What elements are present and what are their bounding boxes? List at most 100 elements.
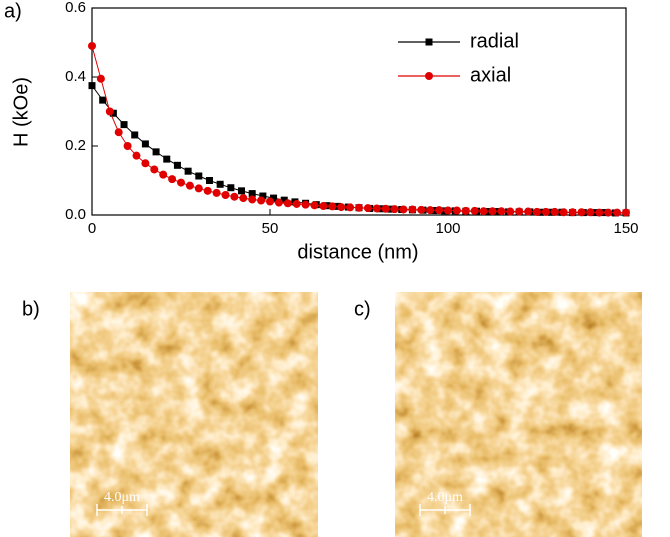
data-point	[337, 203, 346, 212]
x-tick-label: 50	[262, 220, 279, 237]
data-point	[184, 167, 192, 175]
data-point	[239, 194, 248, 203]
y-axis-label: H (kOe)	[10, 77, 32, 147]
panel-label: c)	[354, 298, 371, 320]
data-point	[506, 207, 515, 216]
data-point	[168, 175, 177, 184]
data-point	[363, 204, 372, 213]
data-point	[613, 208, 622, 217]
data-point	[577, 208, 586, 217]
data-point	[227, 184, 235, 192]
data-point	[381, 204, 390, 213]
data-point	[604, 208, 613, 217]
data-point	[177, 178, 185, 187]
data-point	[88, 41, 96, 50]
data-point	[159, 170, 168, 179]
x-tick-label: 150	[613, 220, 638, 237]
afm-image	[70, 292, 318, 537]
y-tick-label: 0.6	[65, 0, 86, 16]
data-point	[586, 208, 595, 217]
data-point	[221, 190, 230, 199]
data-point	[88, 82, 96, 90]
afm-image	[395, 292, 642, 537]
plot-frame	[91, 7, 627, 216]
legend-label: axial	[470, 64, 511, 86]
data-point	[355, 203, 363, 212]
data-point	[541, 207, 550, 216]
y-tick-label: 0.2	[65, 137, 86, 154]
data-point	[346, 203, 355, 212]
data-point	[141, 159, 150, 168]
data-point	[310, 201, 319, 210]
data-point	[114, 128, 123, 137]
data-point	[259, 192, 267, 200]
data-point	[479, 207, 488, 216]
series-line	[91, 85, 626, 214]
data-point	[319, 202, 328, 211]
data-point	[270, 194, 278, 202]
data-point	[595, 208, 604, 217]
data-point	[205, 177, 213, 184]
scale-bar-label: 4.0μm	[104, 490, 140, 505]
data-point	[173, 161, 181, 169]
x-tick-label: 100	[435, 220, 460, 237]
data-point	[150, 165, 159, 174]
data-point	[185, 181, 194, 190]
data-point	[524, 207, 533, 216]
data-point	[216, 180, 224, 188]
data-point	[257, 196, 266, 205]
data-point	[452, 206, 461, 215]
data-point	[408, 205, 417, 214]
data-point	[470, 206, 479, 215]
data-point	[497, 207, 506, 216]
data-point	[461, 206, 470, 215]
data-point	[280, 196, 288, 204]
y-tick-label: 0.4	[65, 68, 86, 85]
scale-bar	[419, 504, 471, 516]
data-point	[123, 142, 132, 150]
data-point	[435, 206, 444, 215]
data-point	[194, 184, 203, 193]
legend-marker	[425, 38, 433, 46]
data-point	[301, 200, 310, 209]
legend-label: radial	[470, 30, 519, 52]
scale-bar	[96, 504, 148, 516]
data-point	[515, 207, 524, 216]
data-point	[248, 195, 257, 204]
data-point	[203, 186, 212, 195]
data-point	[132, 151, 141, 160]
data-point	[283, 199, 292, 208]
data-point	[622, 208, 630, 217]
data-point	[426, 206, 435, 215]
data-point	[559, 208, 568, 217]
data-point	[96, 74, 105, 83]
data-point	[533, 207, 541, 216]
data-point	[141, 140, 149, 148]
x-tick-label: 0	[88, 220, 96, 237]
data-point	[230, 192, 239, 201]
data-point	[248, 190, 256, 198]
data-point	[568, 208, 577, 217]
data-point	[131, 131, 139, 139]
panel-label: a)	[4, 0, 22, 22]
series-line	[91, 45, 626, 214]
panel-label: b)	[22, 298, 40, 320]
data-point	[163, 155, 171, 163]
data-point	[372, 204, 381, 213]
data-point	[390, 205, 399, 214]
data-point	[292, 199, 301, 208]
scale-bar-label: 4.0μm	[427, 490, 463, 505]
data-point	[444, 206, 452, 215]
data-point	[105, 107, 114, 116]
x-axis-label: distance (nm)	[297, 241, 418, 263]
data-point	[274, 198, 283, 207]
data-point	[328, 202, 337, 211]
data-point	[99, 96, 107, 104]
data-point	[195, 172, 203, 180]
data-point	[550, 207, 559, 216]
y-tick-label: 0.0	[65, 206, 86, 223]
data-point	[488, 207, 497, 216]
data-point	[120, 121, 128, 129]
data-point	[238, 187, 246, 195]
